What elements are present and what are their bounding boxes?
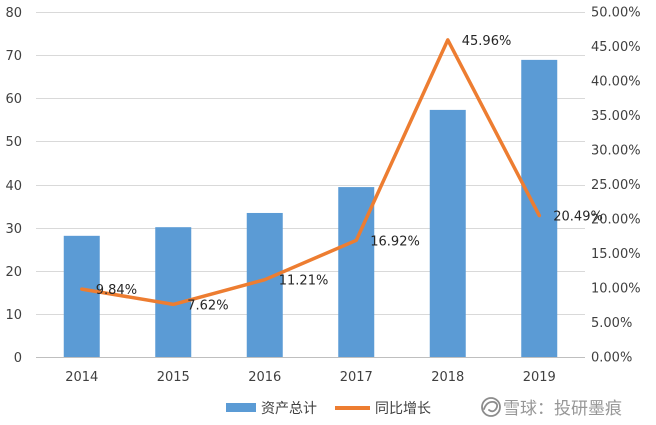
y-left-tick-label: 60 bbox=[5, 92, 22, 107]
bar-2016 bbox=[246, 212, 283, 357]
watermark: 雪球：投研墨痕 bbox=[481, 397, 622, 419]
bar-2015 bbox=[155, 227, 192, 357]
y-left-tick-label: 40 bbox=[5, 179, 22, 194]
bar-2018 bbox=[429, 109, 466, 357]
y-right-tick-label: 45.00% bbox=[591, 40, 641, 55]
y-right-tick-label: 10.00% bbox=[591, 282, 641, 297]
watermark-text: 雪球：投研墨痕 bbox=[503, 399, 622, 419]
line-data-label: 45.96% bbox=[462, 34, 512, 49]
line-point-2017 bbox=[354, 238, 358, 242]
x-axis-labels: 2014 2015 2016 2017 2018 2019 bbox=[65, 370, 556, 385]
y-right-tick-label: 20.00% bbox=[591, 213, 641, 228]
y-right-tick-label: 30.00% bbox=[591, 144, 641, 159]
line-point-2014 bbox=[80, 287, 84, 291]
y-left-tick-label: 0 bbox=[14, 351, 22, 366]
line-data-label: 9.84% bbox=[96, 283, 137, 298]
bar-2019 bbox=[521, 59, 558, 358]
logo-swirl bbox=[483, 400, 499, 413]
line-data-label: 7.62% bbox=[187, 298, 228, 313]
line-point-2018 bbox=[446, 38, 450, 42]
legend-item-assets: 资产总计 bbox=[226, 401, 317, 417]
x-tick-label: 2014 bbox=[65, 370, 98, 385]
y-right-tick-label: 5.00% bbox=[591, 316, 632, 331]
legend-swatch-bar bbox=[226, 403, 256, 412]
y-left-tick-label: 20 bbox=[5, 265, 22, 280]
x-tick-label: 2019 bbox=[523, 370, 556, 385]
line-point-2016 bbox=[263, 278, 267, 282]
bar-2014 bbox=[63, 235, 100, 357]
y-right-tick-label: 0.00% bbox=[591, 351, 632, 366]
legend-label-assets: 资产总计 bbox=[261, 401, 317, 417]
line-data-labels: 9.84% 7.62% 11.21% 16.92% 45.96% 20.49% bbox=[96, 34, 603, 314]
y-left-axis-labels: 0 10 20 30 40 50 60 70 80 bbox=[5, 6, 22, 366]
x-tick-label: 2017 bbox=[340, 370, 373, 385]
legend-label-growth: 同比增长 bbox=[375, 401, 431, 417]
line-data-label: 11.21% bbox=[279, 274, 329, 289]
x-tick-label: 2016 bbox=[248, 370, 281, 385]
x-tick-label: 2018 bbox=[431, 370, 464, 385]
y-left-tick-label: 30 bbox=[5, 222, 22, 237]
legend: 资产总计 同比增长 bbox=[226, 401, 431, 417]
legend-item-growth: 同比增长 bbox=[335, 401, 431, 417]
logo-ring bbox=[481, 397, 501, 417]
line-data-label: 16.92% bbox=[370, 234, 420, 249]
y-right-tick-label: 40.00% bbox=[591, 75, 641, 90]
line-point-2015 bbox=[171, 302, 175, 306]
x-tick-label: 2015 bbox=[157, 370, 190, 385]
y-right-tick-label: 15.00% bbox=[591, 247, 641, 262]
y-left-tick-label: 50 bbox=[5, 135, 22, 150]
line-data-label: 20.49% bbox=[553, 210, 603, 225]
y-left-tick-label: 10 bbox=[5, 308, 22, 323]
y-right-tick-label: 35.00% bbox=[591, 109, 641, 124]
xueqiu-logo-icon bbox=[481, 397, 501, 417]
growth-line bbox=[80, 38, 542, 307]
y-right-tick-label: 25.00% bbox=[591, 178, 641, 193]
y-left-tick-label: 80 bbox=[5, 6, 22, 21]
y-left-tick-label: 70 bbox=[5, 49, 22, 64]
line-point-2019 bbox=[537, 214, 541, 218]
y-right-axis-labels: 0.00% 5.00% 10.00% 15.00% 20.00% 25.00% 30.00%… bbox=[591, 6, 641, 366]
y-right-tick-label: 50.00% bbox=[591, 6, 641, 21]
line-series bbox=[80, 38, 542, 307]
gridlines bbox=[36, 12, 585, 358]
